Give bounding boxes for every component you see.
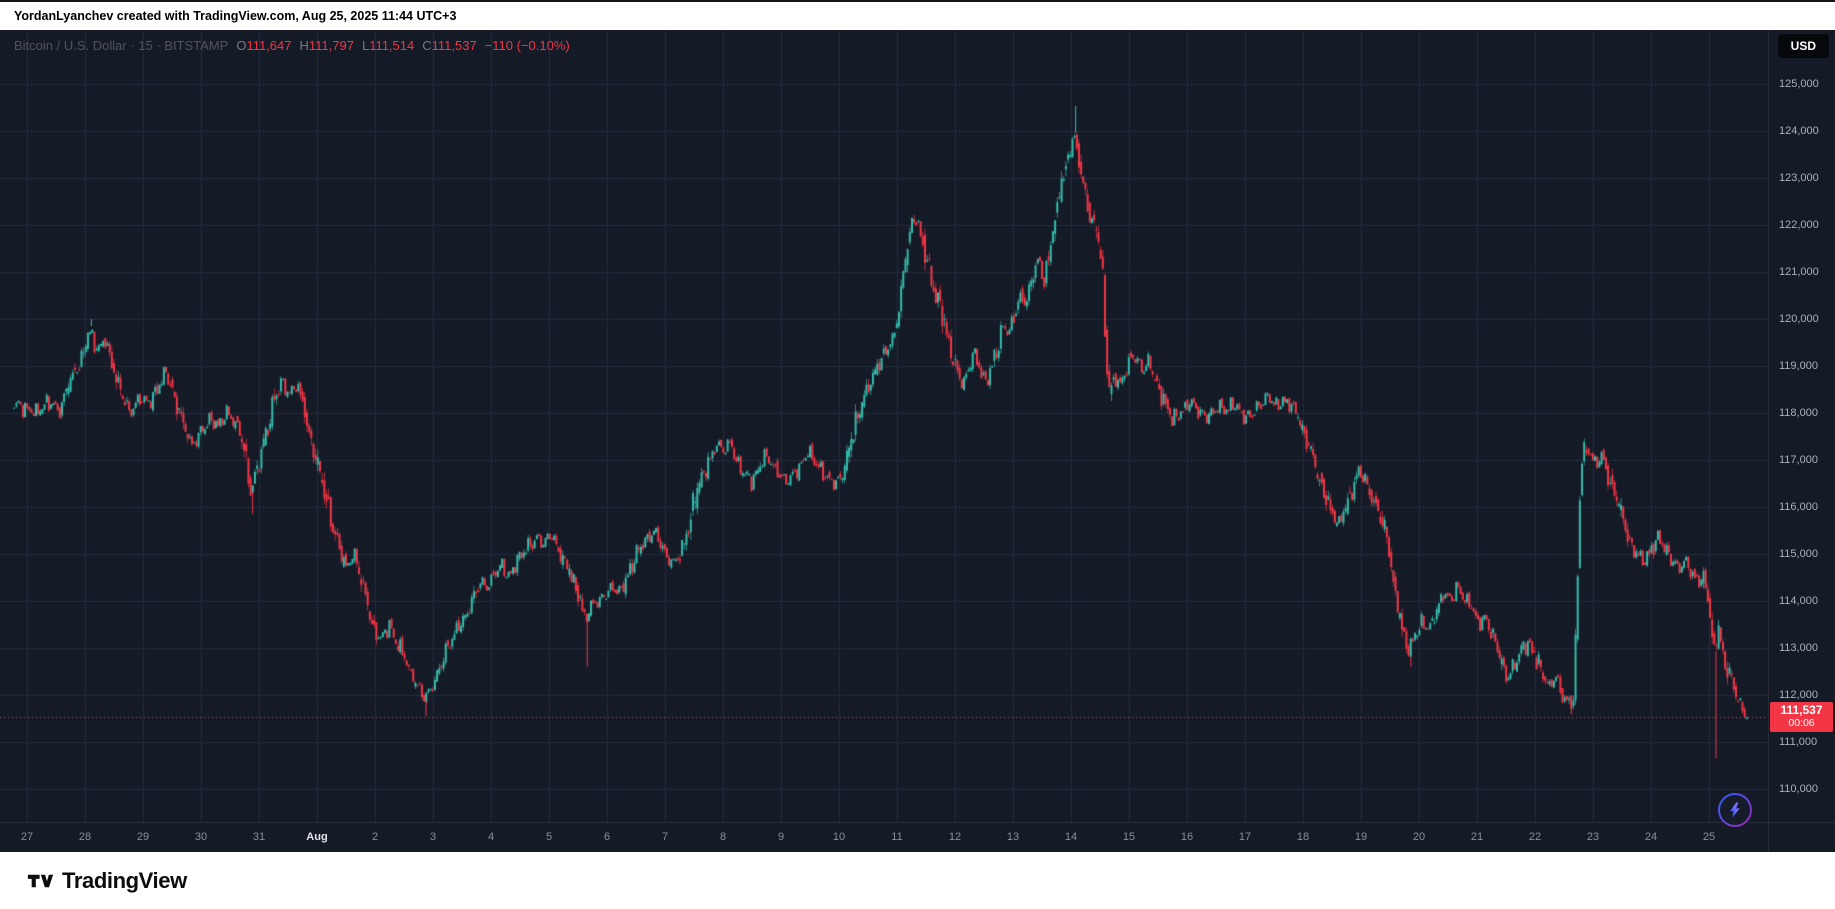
time-tick-label: 4: [487, 831, 495, 843]
last-price-badge: 111,537 00:06: [1770, 701, 1833, 732]
time-tick-label: 17: [1238, 831, 1252, 843]
time-tick-label: 30: [194, 831, 208, 843]
low-label: L: [361, 38, 370, 53]
symbol-title[interactable]: Bitcoin / U.S. Dollar · 15 · BITSTAMP: [14, 38, 229, 53]
time-tick-label: 12: [948, 831, 962, 843]
close-label: C: [422, 38, 432, 53]
price-tick-label: 112,000: [1779, 689, 1818, 701]
time-tick-label: 10: [832, 831, 846, 843]
time-tick-label: 5: [545, 831, 553, 843]
boost-button[interactable]: [1718, 793, 1752, 827]
currency-usd-button[interactable]: USD: [1777, 34, 1829, 58]
time-axis[interactable]: 27 28 29 30 31 Aug 2 3 4 5 6 7 8 9 10 11 12 13 14 15 16 17 18 1…: [0, 822, 1835, 852]
low-value: 111,514: [369, 38, 415, 53]
time-tick-label: 13: [1006, 831, 1020, 843]
time-tick-label: 18: [1296, 831, 1310, 843]
close-value: 111,537: [431, 38, 477, 53]
time-tick-label: Aug: [306, 831, 328, 843]
price-tick-label: 114,000: [1779, 595, 1818, 607]
time-tick-label: 25: [1702, 831, 1716, 843]
change-value: −110 (−0.10%): [484, 38, 570, 53]
time-tick-label: 15: [1122, 831, 1136, 843]
symbol-legend: Bitcoin / U.S. Dollar · 15 · BITSTAMP O11…: [14, 38, 570, 53]
price-tick-label: 113,000: [1779, 642, 1818, 654]
time-tick-label: 29: [136, 831, 150, 843]
time-tick-label: 31: [252, 831, 266, 843]
time-tick-label: 8: [719, 831, 727, 843]
time-tick-label: 28: [78, 831, 92, 843]
time-tick-label: 24: [1644, 831, 1658, 843]
time-tick-label: 19: [1354, 831, 1368, 843]
price-tick-label: 116,000: [1779, 501, 1818, 513]
price-tick-label: 117,000: [1779, 454, 1818, 466]
lightning-icon: [1730, 802, 1740, 818]
attribution-bar: YordanLyanchev created with TradingView.…: [0, 0, 1835, 30]
time-tick-label: 27: [20, 831, 34, 843]
boost-button-inner: [1720, 795, 1750, 825]
price-tick-label: 119,000: [1779, 360, 1818, 372]
time-tick-label: 2: [371, 831, 379, 843]
high-value: 111,797: [308, 38, 354, 53]
tradingview-logo[interactable]: TradingView: [27, 868, 187, 894]
price-tick-label: 123,000: [1779, 172, 1819, 184]
last-price-value: 111,537: [1780, 702, 1823, 717]
tradingview-logo-icon: [27, 874, 54, 887]
time-tick-label: 9: [777, 831, 785, 843]
time-tick-label: 11: [891, 831, 903, 843]
price-tick-label: 110,000: [1779, 783, 1818, 795]
price-tick-label: 118,000: [1779, 407, 1818, 419]
time-tick-label: 22: [1528, 831, 1542, 843]
open-label: O: [236, 38, 247, 53]
time-tick-label: 7: [661, 831, 669, 843]
price-tick-label: 124,000: [1779, 125, 1819, 137]
price-chart-canvas[interactable]: [0, 30, 1768, 822]
high-label: H: [299, 38, 309, 53]
time-tick-label: 6: [603, 831, 611, 843]
price-tick-label: 111,000: [1779, 736, 1818, 748]
chart-area: Bitcoin / U.S. Dollar · 15 · BITSTAMP O11…: [0, 30, 1835, 852]
footer-bar: TradingView: [0, 852, 1835, 909]
price-tick-label: 120,000: [1779, 313, 1819, 325]
price-tick-label: 115,000: [1779, 548, 1818, 560]
time-tick-label: 21: [1470, 831, 1484, 843]
time-tick-label: 20: [1412, 831, 1426, 843]
time-tick-label: 16: [1180, 831, 1194, 843]
time-tick-label: 23: [1586, 831, 1600, 843]
tradingview-wordmark: TradingView: [62, 867, 187, 893]
price-tick-label: 121,000: [1779, 266, 1819, 278]
open-value: 111,647: [246, 38, 292, 53]
attribution-text: YordanLyanchev created with TradingView.…: [14, 9, 457, 23]
price-tick-label: 125,000: [1779, 78, 1819, 90]
time-tick-label: 14: [1064, 831, 1078, 843]
time-tick-label: 3: [429, 831, 437, 843]
price-axis[interactable]: 125,000 124,000 123,000 122,000 121,000 120,0…: [1768, 30, 1835, 852]
price-tick-label: 122,000: [1779, 219, 1819, 231]
bar-countdown: 00:06: [1788, 716, 1815, 729]
